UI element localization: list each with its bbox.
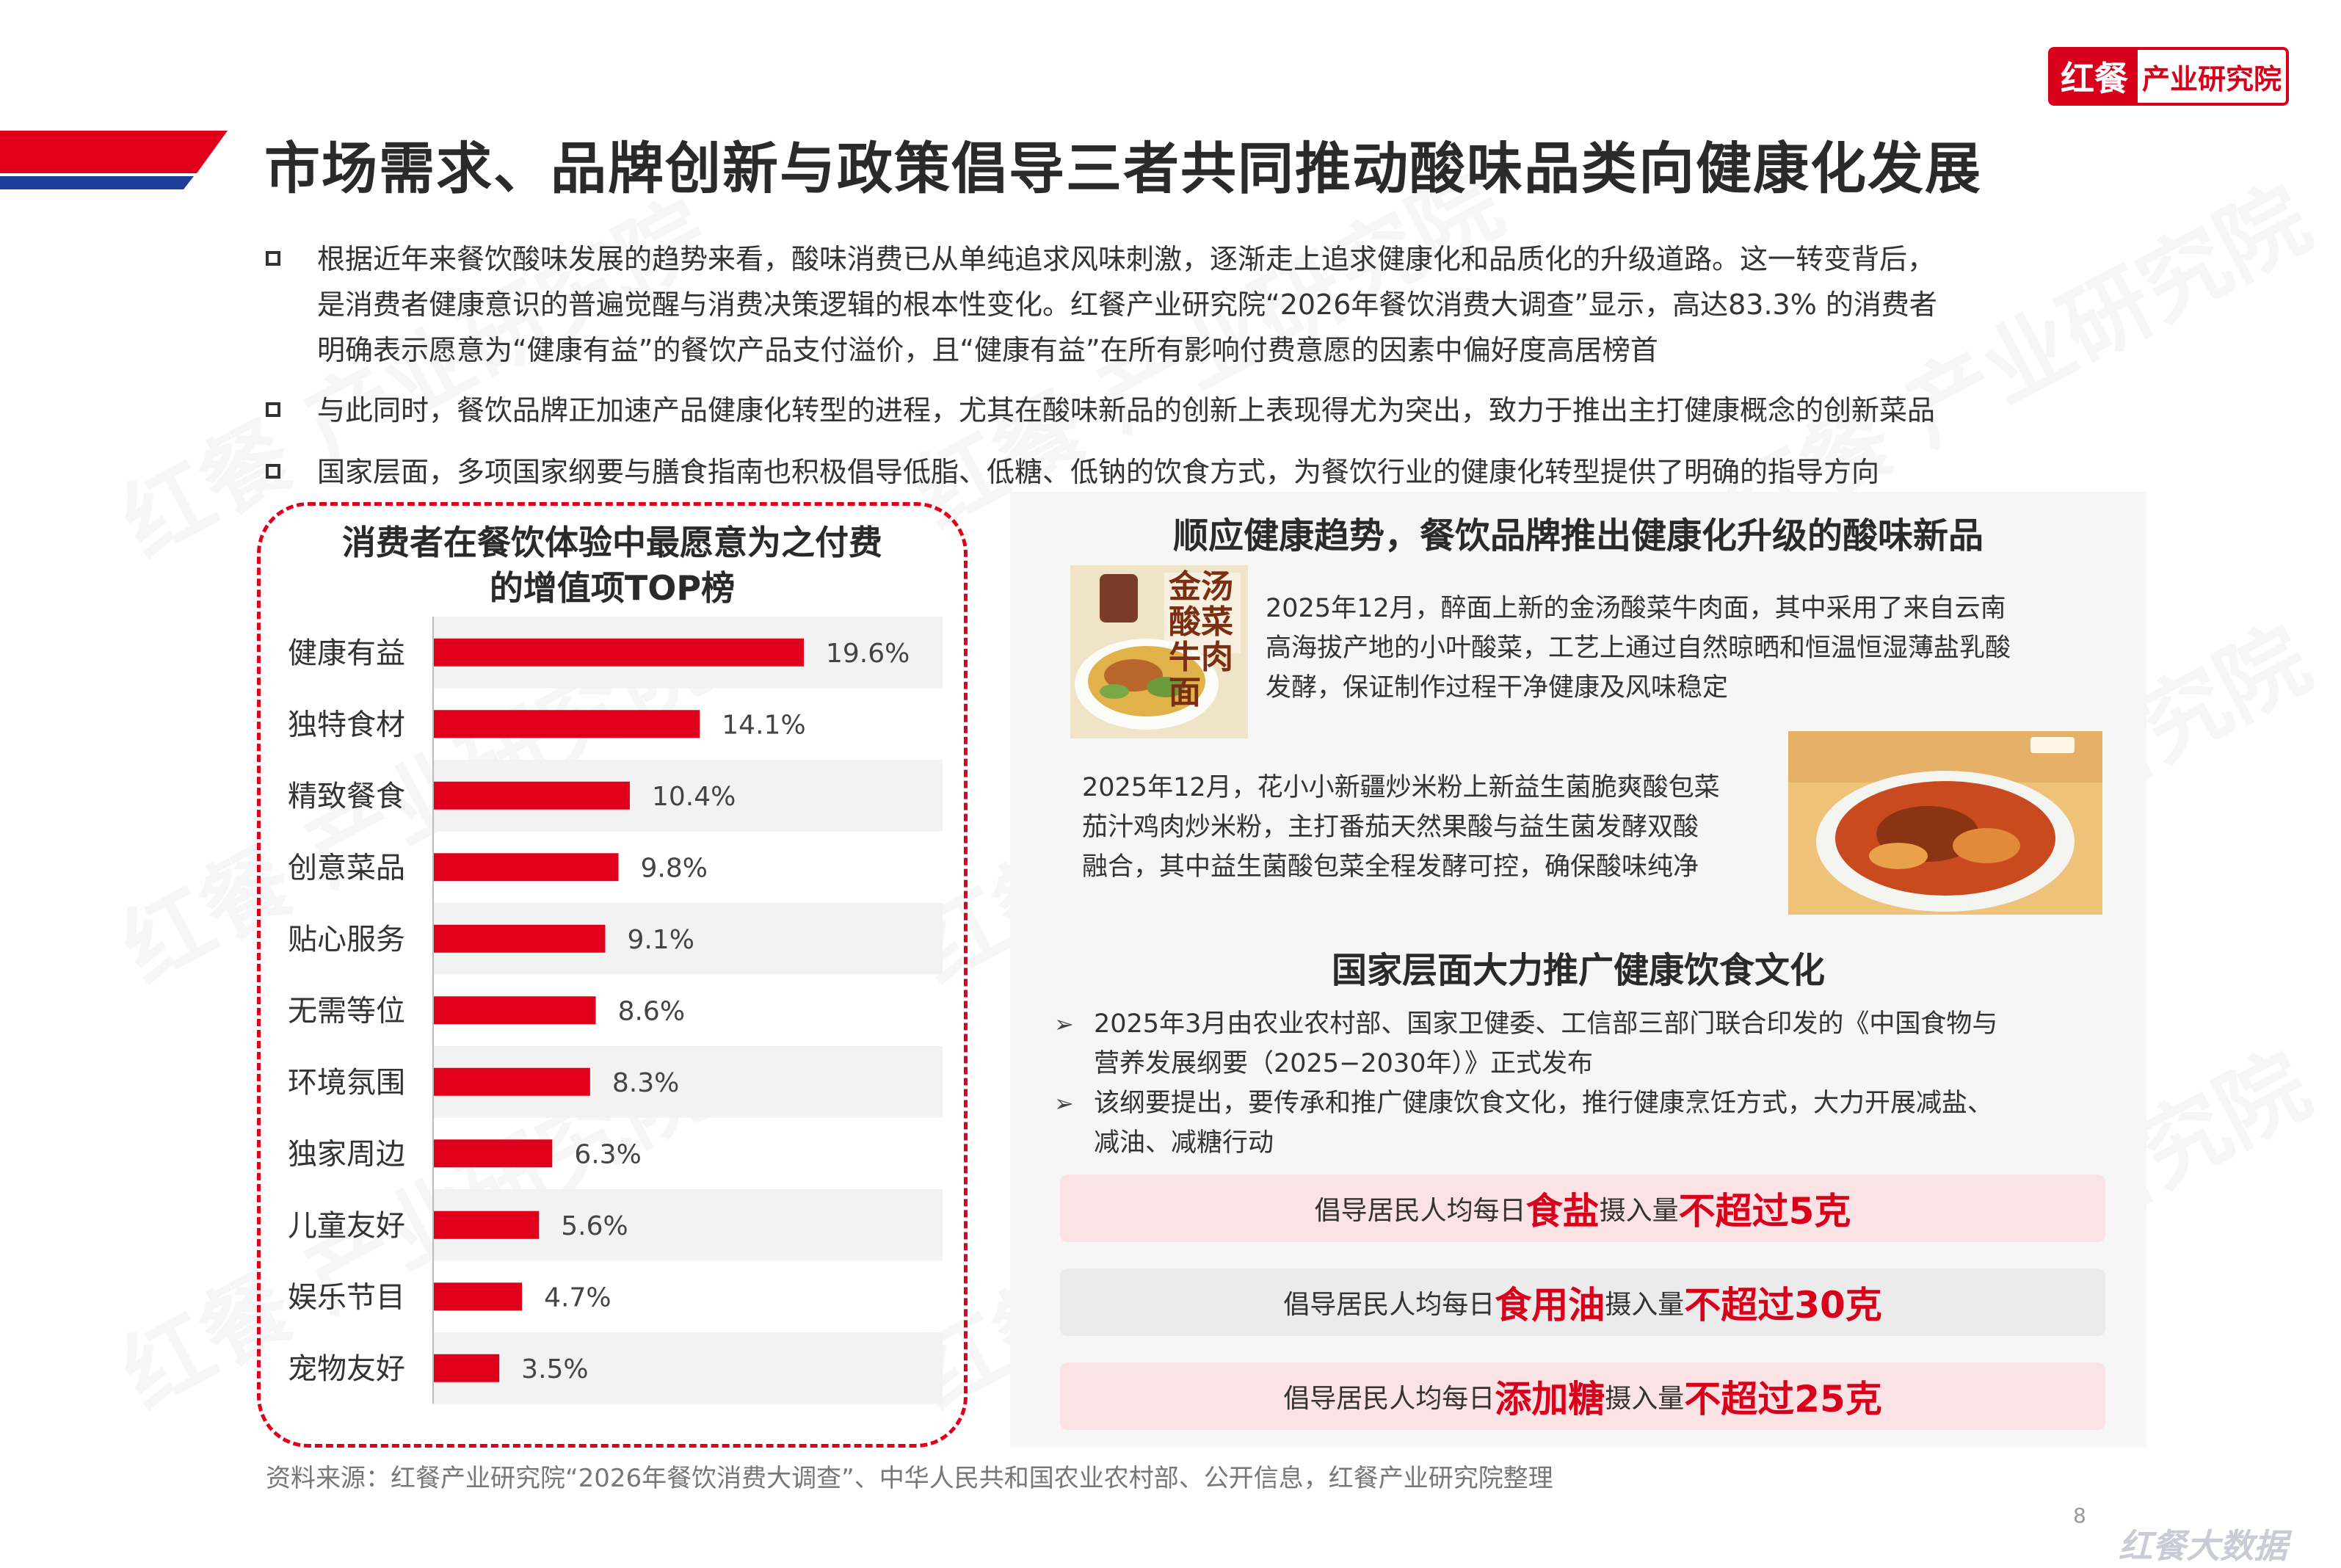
chart-bar bbox=[433, 924, 606, 953]
bullet-line: 明确表示愿意为“健康有益”的餐饮产品支付溢价，且“健康有益”在所有影响付费意愿的… bbox=[317, 334, 1658, 366]
chart-category-label: 娱乐节目 bbox=[288, 1280, 405, 1314]
bullet-line: 国家层面，多项国家纲要与膳食指南也积极倡导低脂、低糖、低钠的饮食方式，为餐饮行业… bbox=[317, 456, 1880, 488]
chart-category-label: 创意菜品 bbox=[288, 851, 405, 885]
bullet-3: 国家层面，多项国家纲要与膳食指南也积极倡导低脂、低糖、低钠的饮食方式，为餐饮行业… bbox=[266, 449, 2130, 495]
guideline-prefix: 倡导居民人均每日 bbox=[1283, 1290, 1495, 1320]
chart-title: 消费者在餐饮体验中最愿意为之付费 的增值项TOP榜 bbox=[264, 520, 960, 611]
case-line: 2025年12月，花小小新疆炒米粉上新益生菌脆爽酸包菜 bbox=[1082, 773, 1720, 802]
policy-line: 营养发展纲要（2025−2030年）》正式发布 bbox=[1094, 1049, 1593, 1078]
bar-chart: 健康有益 19.6% 独特食材 14.1% 精致餐食 10.4% 创意菜品 9.8% 贴心服务 9… bbox=[288, 617, 943, 1404]
case-line: 融合，其中益生菌酸包菜全程发酵可控，确保酸味纯净 bbox=[1082, 852, 1699, 882]
chart-category-label: 健康有益 bbox=[288, 636, 405, 670]
section-title-policy: 国家层面大力推广健康饮食文化 bbox=[1331, 950, 1825, 991]
chart-row-background bbox=[433, 1332, 943, 1404]
guideline-mid: 摄入量 bbox=[1605, 1290, 1685, 1320]
page-title: 市场需求、品牌创新与政策倡导三者共同推动酸味品类向健康化发展 bbox=[264, 136, 1982, 201]
chart-bar bbox=[433, 1282, 523, 1311]
section-title-brands: 顺应健康趋势，餐饮品牌推出健康化升级的酸味新品 bbox=[1172, 515, 1984, 556]
bullet-line: 根据近年来餐饮酸味发展的趋势来看，酸味消费已从单纯追求风味刺激，逐渐走上追求健康… bbox=[317, 243, 1936, 275]
chart-value-label: 3.5% bbox=[521, 1354, 588, 1384]
chart-title-line: 消费者在餐饮体验中最愿意为之付费 bbox=[342, 523, 882, 562]
footer-brand-mark: 红餐大数据 bbox=[2119, 1526, 2287, 1566]
policy-line: 该纲要提出，要传承和推广健康饮食文化，推行健康烹饪方式，大力开展减盐、 bbox=[1094, 1089, 1994, 1118]
chart-value-label: 6.3% bbox=[574, 1139, 641, 1169]
guideline-limit: 不超过30克 bbox=[1684, 1284, 1882, 1326]
guideline-sugar: 倡导居民人均每日 添加糖 摄入量 不超过25克 bbox=[1060, 1362, 2105, 1430]
bullet-1: 根据近年来餐饮酸味发展的趋势来看，酸味消费已从单纯追求风味刺激，逐渐走上追求健康… bbox=[266, 236, 2130, 373]
arrow-bullet-icon: ➢ bbox=[1054, 1010, 1074, 1038]
chart-bar bbox=[433, 853, 619, 882]
guideline-item: 添加糖 bbox=[1495, 1378, 1605, 1420]
chart-value-label: 14.1% bbox=[722, 710, 805, 740]
chart-category-label: 儿童友好 bbox=[288, 1209, 405, 1243]
case1-text: 2025年12月，醉面上新的金汤酸菜牛肉面，其中采用了来自云南 高海拔产地的小叶… bbox=[1266, 589, 2124, 708]
chart-bar bbox=[433, 638, 804, 667]
chart-bar bbox=[433, 996, 596, 1025]
chart-bar bbox=[433, 1139, 553, 1168]
bullet-line: 与此同时，餐饮品牌正加速产品健康化转型的进程，尤其在酸味新品的创新上表现得尤为突… bbox=[317, 394, 1936, 427]
brand-logo: 红餐 产业研究院 bbox=[2048, 47, 2289, 106]
guideline-item: 食用油 bbox=[1495, 1284, 1605, 1326]
chart-bar bbox=[433, 1067, 590, 1096]
guideline-item: 食盐 bbox=[1525, 1190, 1600, 1233]
chart-value-label: 4.7% bbox=[544, 1282, 611, 1313]
guideline-mid: 摄入量 bbox=[1605, 1384, 1685, 1414]
chart-category-label: 宠物友好 bbox=[288, 1352, 405, 1386]
case-line: 2025年12月，醉面上新的金汤酸菜牛肉面，其中采用了来自云南 bbox=[1266, 594, 2006, 623]
title-accent-bar bbox=[0, 131, 228, 189]
logo-institute: 产业研究院 bbox=[2138, 50, 2286, 103]
chart-title-line: 的增值项TOP榜 bbox=[489, 568, 736, 608]
source-note: 资料来源：红餐产业研究院“2026年餐饮消费大调查”、中华人民共和国农业农村部、… bbox=[266, 1464, 1553, 1493]
bullet-square-icon bbox=[266, 402, 280, 417]
chart-category-label: 独特食材 bbox=[288, 708, 405, 741]
guideline-prefix: 倡导居民人均每日 bbox=[1314, 1196, 1526, 1226]
chart-value-label: 9.8% bbox=[641, 853, 708, 883]
chart-value-label: 8.6% bbox=[618, 996, 685, 1026]
chart-value-label: 9.1% bbox=[627, 925, 694, 955]
chart-value-label: 8.3% bbox=[612, 1068, 679, 1098]
noodle-image-caption: 金汤酸菜牛肉面 bbox=[1169, 568, 1233, 711]
policy-item-2: ➢ 该纲要提出，要传承和推广健康饮食文化，推行健康烹饪方式，大力开展减盐、 减油… bbox=[1054, 1084, 2111, 1163]
guideline-prefix: 倡导居民人均每日 bbox=[1283, 1384, 1495, 1414]
bullet-square-icon bbox=[266, 464, 280, 479]
page-number: 8 bbox=[2073, 1503, 2086, 1528]
chart-bar bbox=[433, 1211, 540, 1239]
chart-value-label: 19.6% bbox=[826, 639, 910, 669]
bullet-2: 与此同时，餐饮品牌正加速产品健康化转型的进程，尤其在酸味新品的创新上表现得尤为突… bbox=[266, 388, 2130, 433]
chart-bar bbox=[433, 781, 630, 810]
rice-noodle-product-image bbox=[1788, 731, 2102, 915]
bullet-square-icon bbox=[266, 251, 280, 266]
chart-category-label: 精致餐食 bbox=[288, 780, 405, 813]
chart-frame bbox=[257, 502, 968, 1448]
case-line: 发酵，保证制作过程干净健康及风味稳定 bbox=[1266, 673, 1729, 703]
chart-value-label: 10.4% bbox=[652, 782, 736, 812]
guideline-oil: 倡导居民人均每日 食用油 摄入量 不超过30克 bbox=[1060, 1268, 2105, 1336]
case-line: 茄汁鸡肉炒米粉，主打番茄天然果酸与益生菌发酵双酸 bbox=[1082, 813, 1699, 842]
guideline-limit: 不超过5克 bbox=[1678, 1190, 1851, 1233]
guideline-limit: 不超过25克 bbox=[1684, 1378, 1882, 1420]
guideline-mid: 摄入量 bbox=[1599, 1196, 1679, 1226]
guideline-salt: 倡导居民人均每日 食盐 摄入量 不超过5克 bbox=[1060, 1175, 2105, 1242]
noodle-product-image bbox=[1070, 565, 1248, 738]
chart-category-label: 贴心服务 bbox=[288, 923, 405, 957]
policy-item-1: ➢ 2025年3月由农业农村部、国家卫健委、工信部三部门联合印发的《中国食物与 … bbox=[1054, 1004, 2111, 1084]
chart-category-label: 独家周边 bbox=[288, 1137, 405, 1171]
arrow-bullet-icon: ➢ bbox=[1054, 1089, 1074, 1117]
policy-line: 2025年3月由农业农村部、国家卫健委、工信部三部门联合印发的《中国食物与 bbox=[1094, 1009, 1998, 1039]
case2-text: 2025年12月，花小小新疆炒米粉上新益生菌脆爽酸包菜 茄汁鸡肉炒米粉，主打番茄… bbox=[1082, 768, 1787, 887]
case-line: 高海拔产地的小叶酸菜，工艺上通过自然晾晒和恒温恒湿薄盐乳酸 bbox=[1266, 634, 2011, 663]
chart-bar bbox=[433, 1354, 500, 1382]
policy-line: 减油、减糖行动 bbox=[1094, 1128, 1274, 1158]
bullet-line: 是消费者健康意识的普遍觉醒与消费决策逻辑的根本性变化。红餐产业研究院“2026年… bbox=[317, 288, 1937, 321]
chart-category-label: 无需等位 bbox=[288, 994, 405, 1028]
chart-category-label: 环境氛围 bbox=[288, 1066, 405, 1100]
chart-value-label: 5.6% bbox=[561, 1211, 628, 1241]
logo-brand: 红餐 bbox=[2051, 50, 2138, 103]
chart-bar bbox=[433, 710, 700, 738]
